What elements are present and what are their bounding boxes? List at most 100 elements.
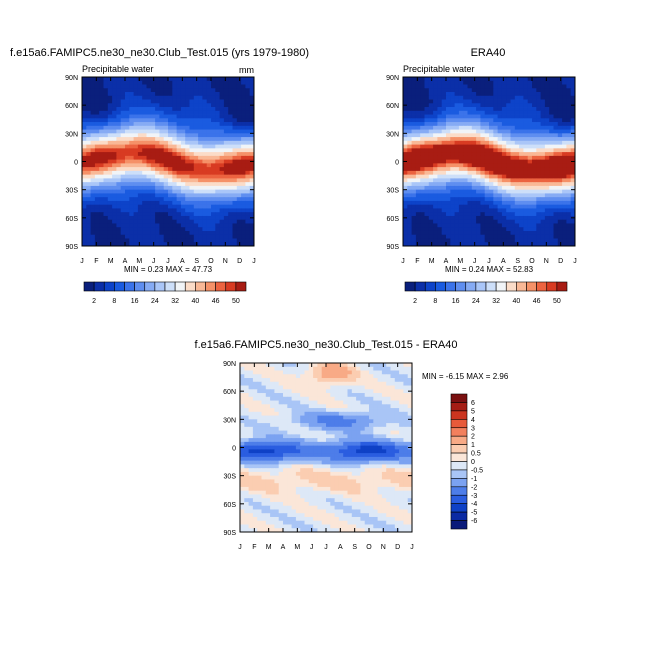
field-cell: [304, 396, 310, 401]
field-cell: [386, 374, 391, 379]
field-cell: [270, 445, 275, 450]
field-cell: [566, 212, 572, 217]
field-cell: [493, 159, 498, 164]
field-cell: [86, 110, 91, 115]
field-cell: [215, 129, 220, 134]
field-cell: [570, 77, 576, 82]
field-cell: [228, 200, 233, 206]
field-cell: [411, 178, 417, 183]
field-cell: [519, 114, 524, 119]
field-cell: [510, 152, 516, 157]
field-cell: [381, 396, 387, 401]
field-cell: [313, 374, 318, 379]
field-cell: [180, 208, 186, 213]
field-cell: [351, 389, 357, 394]
field-cell: [403, 419, 409, 424]
field-cell: [407, 374, 413, 379]
field-cell: [129, 215, 134, 221]
field-cell: [107, 185, 113, 191]
field-cell: [120, 200, 126, 206]
field-cell: [501, 242, 507, 247]
colorbar-label: 2: [92, 298, 96, 305]
field-cell: [343, 411, 348, 416]
colorbar-label: 50: [553, 298, 561, 305]
field-cell: [125, 204, 130, 209]
lat-label: 60S: [66, 216, 79, 223]
field-cell: [471, 238, 477, 243]
field-cell: [544, 107, 550, 112]
field-cell: [94, 88, 100, 93]
field-cell: [257, 471, 262, 477]
field-cell: [437, 238, 443, 243]
field-cell: [450, 125, 455, 130]
field-cell: [278, 456, 284, 462]
field-cell: [454, 212, 460, 217]
field-cell: [198, 182, 203, 187]
field-cell: [394, 456, 400, 462]
field-cell: [364, 449, 370, 454]
field-cell: [163, 88, 169, 93]
field-cell: [159, 215, 165, 221]
field-cell: [506, 148, 511, 153]
field-cell: [232, 167, 238, 172]
field-cell: [103, 167, 109, 172]
field-cell: [249, 234, 255, 239]
field-cell: [244, 381, 249, 386]
field-cell: [291, 393, 297, 398]
field-cell: [480, 170, 486, 176]
field-cell: [549, 99, 554, 104]
field-cell: [112, 80, 117, 85]
field-cell: [523, 167, 529, 172]
field-cell: [103, 182, 109, 187]
field-cell: [215, 163, 220, 168]
field-cell: [437, 200, 443, 206]
field-cell: [351, 441, 357, 447]
field-cell: [360, 396, 366, 401]
field-cell: [219, 122, 225, 127]
field-cell: [424, 84, 430, 89]
field-cell: [252, 381, 258, 386]
field-cell: [245, 84, 251, 89]
field-cell: [544, 155, 550, 161]
field-cell: [514, 189, 520, 194]
field-cell: [241, 155, 246, 161]
field-cell: [321, 363, 327, 368]
field-cell: [261, 419, 267, 424]
field-cell: [215, 95, 220, 100]
field-cell: [86, 208, 91, 213]
colorbar-box: [215, 281, 227, 292]
field-cell: [493, 110, 498, 115]
field-cell: [424, 152, 430, 157]
field-cell: [476, 242, 481, 247]
field-cell: [249, 122, 255, 127]
field-cell: [202, 167, 208, 172]
field-cell: [369, 434, 374, 439]
field-cell: [381, 423, 387, 428]
field-cell: [193, 230, 199, 236]
field-cell: [274, 366, 280, 371]
field-cell: [519, 193, 524, 198]
field-cell: [278, 438, 284, 443]
panel-model-title: f.e15a6.FAMIPC5.ne30_ne30.Club_Test.015 …: [10, 47, 309, 59]
month-label: M: [108, 258, 114, 265]
field-cell: [458, 148, 464, 153]
field-cell: [532, 159, 537, 164]
field-cell: [390, 438, 396, 443]
field-cell: [112, 174, 117, 179]
field-cell: [245, 212, 251, 217]
field-cell: [557, 140, 563, 145]
field-cell: [90, 122, 96, 127]
field-cell: [399, 396, 404, 401]
field-cell: [506, 159, 511, 164]
field-cell: [248, 438, 254, 443]
field-cell: [373, 434, 378, 439]
field-cell: [471, 182, 477, 187]
field-cell: [519, 215, 524, 221]
field-cell: [553, 189, 559, 194]
field-cell: [155, 118, 160, 123]
field-cell: [283, 408, 288, 413]
field-cell: [150, 208, 156, 213]
field-cell: [497, 99, 503, 104]
field-cell: [369, 400, 374, 405]
field-cell: [351, 453, 357, 458]
